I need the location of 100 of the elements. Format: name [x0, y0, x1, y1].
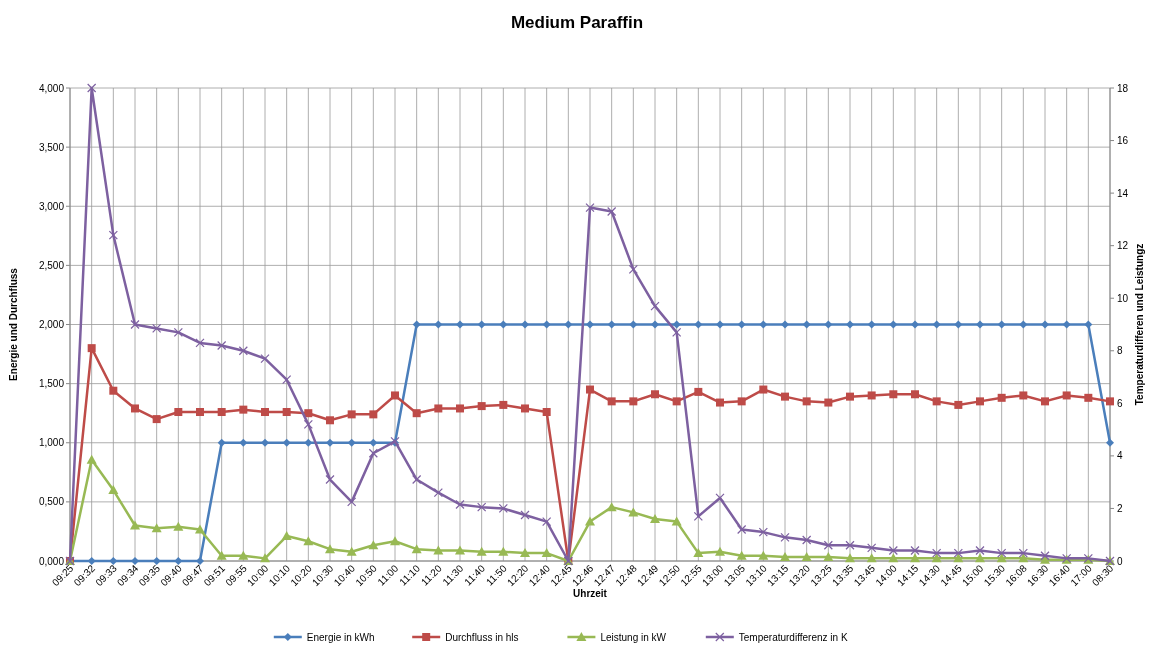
y-tick-label: 2,500 — [38, 259, 65, 271]
y-tick-label: 2,000 — [38, 319, 65, 330]
point — [672, 320, 681, 329]
point — [976, 397, 984, 406]
point — [282, 408, 291, 417]
point — [823, 540, 833, 550]
point — [867, 543, 877, 553]
point — [368, 540, 379, 550]
point — [586, 385, 594, 394]
point — [694, 387, 703, 396]
y-tick-label: 1,500 — [38, 378, 65, 390]
point — [780, 532, 790, 542]
point — [802, 320, 811, 329]
point — [412, 320, 421, 329]
point — [824, 398, 833, 407]
point — [932, 320, 941, 329]
point — [303, 419, 313, 429]
point — [131, 557, 139, 565]
point — [108, 230, 118, 240]
point — [217, 408, 226, 417]
point — [433, 488, 443, 498]
point — [564, 320, 573, 329]
point — [196, 557, 204, 565]
point — [541, 548, 552, 558]
point — [780, 552, 790, 562]
point — [651, 390, 659, 399]
point — [412, 474, 422, 485]
point — [195, 338, 205, 348]
point — [911, 320, 919, 329]
point — [975, 553, 985, 563]
point — [325, 474, 335, 485]
point — [629, 397, 638, 406]
point — [476, 546, 487, 556]
point — [216, 550, 227, 560]
point — [347, 410, 356, 419]
y2-tick-label: 0 — [1117, 555, 1123, 567]
point — [824, 320, 833, 329]
point — [823, 552, 834, 562]
y2-tick-label: 18 — [1117, 82, 1129, 94]
point — [152, 557, 161, 565]
point — [131, 404, 139, 413]
point — [151, 523, 162, 533]
y2-tick-label: 14 — [1117, 187, 1129, 199]
legend-label: Energie in kWh — [306, 631, 375, 643]
point — [303, 536, 314, 546]
point — [888, 545, 898, 556]
y-axis-title: Energie und Durchfluss — [8, 267, 19, 381]
point — [1062, 320, 1071, 329]
point — [109, 557, 118, 565]
point — [1084, 393, 1093, 402]
point — [261, 438, 269, 447]
point — [716, 320, 724, 329]
point — [867, 391, 876, 400]
point — [326, 438, 334, 447]
point — [1019, 391, 1028, 400]
point — [651, 320, 659, 329]
point — [477, 502, 487, 512]
point — [152, 323, 162, 334]
point — [130, 319, 140, 330]
point — [326, 416, 334, 425]
y2-tick-label: 6 — [1117, 397, 1123, 409]
y-tick-label: 4,000 — [38, 82, 65, 94]
point — [217, 340, 227, 351]
point — [87, 344, 96, 353]
point — [542, 320, 551, 329]
point — [976, 320, 984, 329]
point — [239, 405, 248, 414]
point — [152, 415, 161, 424]
point — [802, 397, 811, 406]
y2-tick-label: 10 — [1117, 292, 1129, 304]
point — [281, 531, 292, 541]
point — [1084, 320, 1093, 329]
point — [628, 507, 639, 517]
point — [953, 553, 964, 563]
point — [845, 540, 855, 550]
legend-label: Durchfluss in hls — [445, 631, 519, 643]
point — [910, 553, 920, 563]
legend-label: Leistung in kW — [600, 631, 667, 643]
point — [1041, 397, 1049, 406]
point — [304, 409, 313, 418]
point — [607, 206, 617, 217]
point — [585, 202, 595, 213]
point — [953, 548, 963, 558]
point — [716, 398, 724, 407]
point — [911, 390, 919, 399]
point — [758, 527, 768, 537]
point — [737, 397, 746, 406]
point — [1106, 397, 1114, 406]
y2-tick-label: 16 — [1117, 135, 1129, 147]
point — [931, 553, 942, 563]
point — [693, 548, 704, 558]
point — [932, 548, 942, 558]
point — [347, 438, 356, 447]
point — [736, 550, 747, 560]
legend-label: Temperaturdifferenz in K — [738, 631, 848, 643]
point — [498, 546, 509, 556]
point — [304, 438, 313, 447]
point — [694, 320, 703, 329]
point — [238, 550, 249, 560]
point — [672, 327, 682, 337]
